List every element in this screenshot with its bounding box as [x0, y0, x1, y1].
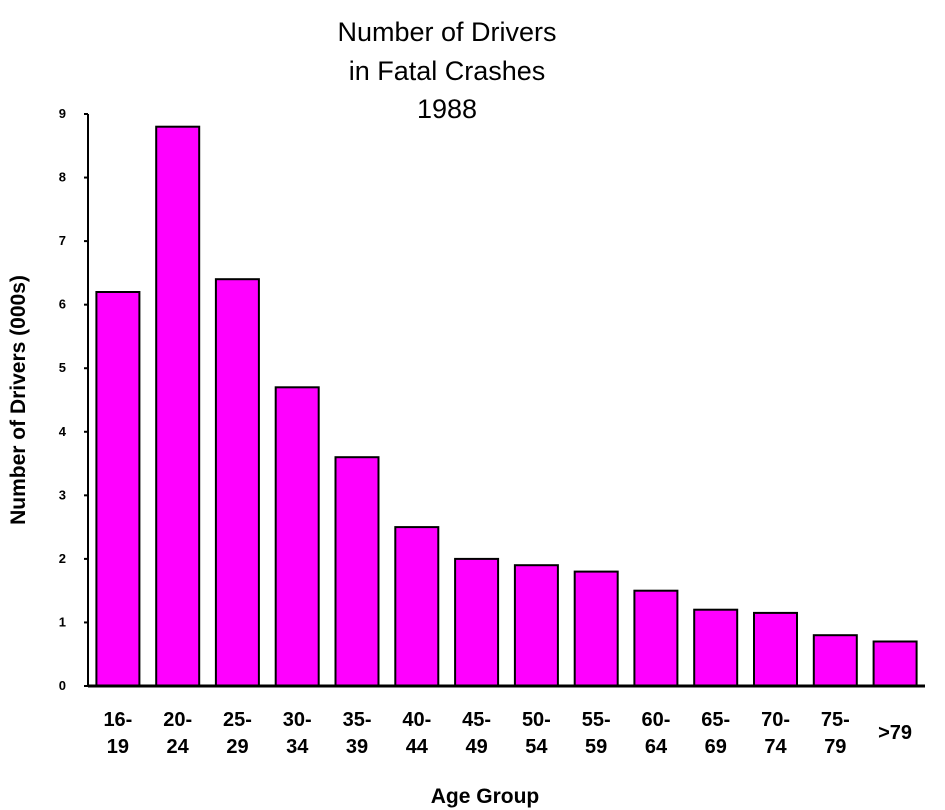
chart-title: Number of Drivers in Fatal Crashes 1988 [337, 17, 556, 124]
x-tick-label-0-line-1: 19 [107, 736, 129, 758]
y-tick-label-5: 5 [59, 360, 66, 375]
x-tick-label-9-line-0: 60- [642, 709, 671, 731]
bar-6 [454, 557, 500, 688]
x-tick-label-5-line-0: 40- [402, 709, 431, 731]
x-tick-label-9-line-1: 64 [645, 736, 668, 758]
x-tick-label-4: 35-39 [343, 709, 372, 758]
bar-9 [633, 589, 679, 688]
bar-12 [812, 634, 858, 688]
x-tick-label-12-line-1: 79 [824, 736, 846, 758]
bar-0 [95, 291, 141, 687]
bar-5 [394, 526, 440, 687]
x-tick-label-7-line-1: 54 [525, 736, 548, 758]
bar-1 [155, 125, 201, 687]
x-tick-label-11-line-1: 74 [764, 736, 787, 758]
y-tick-label-2: 2 [59, 551, 66, 566]
x-axis-ticks: 16-1920-2425-2930-3435-3940-4445-4950-54… [103, 709, 912, 758]
x-tick-label-10-line-0: 65- [701, 709, 730, 731]
x-tick-label-1-line-1: 24 [167, 736, 190, 758]
y-tick-label-7: 7 [59, 233, 66, 248]
x-tick-label-0: 16-19 [103, 709, 132, 758]
y-axis-ticks: 0 1 2 3 4 5 6 7 8 9 [59, 106, 88, 693]
x-tick-label-11: 70-74 [761, 709, 790, 758]
x-tick-label-5: 40-44 [402, 709, 431, 758]
x-tick-label-4-line-1: 39 [346, 736, 368, 758]
y-tick-label-1: 1 [59, 614, 66, 629]
x-tick-label-1-line-0: 20- [163, 709, 192, 731]
x-tick-label-3-line-1: 34 [286, 736, 309, 758]
y-tick-label-0: 0 [59, 678, 66, 693]
x-tick-label-0-line-0: 16- [103, 709, 132, 731]
x-tick-label-6: 45-49 [462, 709, 491, 758]
x-tick-label-8: 55-59 [582, 709, 611, 758]
bar-2 [214, 278, 260, 687]
x-tick-label-3-line-0: 30- [283, 709, 312, 731]
x-tick-label-5-line-1: 44 [406, 736, 429, 758]
bar-13 [872, 640, 918, 687]
x-tick-label-13-line-0: >79 [878, 722, 912, 744]
chart-title-line-3: 1988 [417, 94, 477, 124]
x-tick-label-10-line-1: 69 [705, 736, 727, 758]
chart-title-line-1: Number of Drivers [337, 17, 556, 47]
x-tick-label-2: 25-29 [223, 709, 252, 758]
x-tick-label-7-line-0: 50- [522, 709, 551, 731]
bar-3 [274, 386, 320, 687]
x-tick-label-13: >79 [878, 722, 912, 744]
bar-4 [334, 456, 380, 688]
x-tick-label-9: 60-64 [642, 709, 671, 758]
x-tick-label-4-line-0: 35- [343, 709, 372, 731]
chart-title-line-2: in Fatal Crashes [349, 56, 546, 86]
x-tick-label-2-line-0: 25- [223, 709, 252, 731]
y-tick-label-3: 3 [59, 487, 66, 502]
x-axis-title: Age Group [431, 785, 540, 808]
bars-group [95, 125, 918, 688]
x-tick-label-11-line-0: 70- [761, 709, 790, 731]
y-tick-label-8: 8 [59, 170, 66, 185]
x-tick-label-12-line-0: 75- [821, 709, 850, 731]
x-tick-label-7: 50-54 [522, 709, 551, 758]
bar-10 [693, 608, 739, 688]
x-tick-label-10: 65-69 [701, 709, 730, 758]
bar-7 [513, 564, 559, 688]
y-tick-label-6: 6 [59, 297, 66, 312]
x-tick-label-1: 20-24 [163, 709, 192, 758]
x-tick-label-8-line-0: 55- [582, 709, 611, 731]
x-tick-label-6-line-0: 45- [462, 709, 491, 731]
x-tick-label-12: 75-79 [821, 709, 850, 758]
bar-11 [753, 611, 798, 688]
y-tick-label-4: 4 [59, 424, 67, 439]
bar-8 [573, 570, 619, 687]
y-axis-title: Number of Drivers (000s) [7, 275, 30, 525]
x-tick-label-8-line-1: 59 [585, 736, 607, 758]
x-tick-label-2-line-1: 29 [226, 736, 248, 758]
x-tick-label-6-line-1: 49 [465, 736, 487, 758]
y-tick-label-9: 9 [59, 106, 66, 121]
x-tick-label-3: 30-34 [283, 709, 312, 758]
